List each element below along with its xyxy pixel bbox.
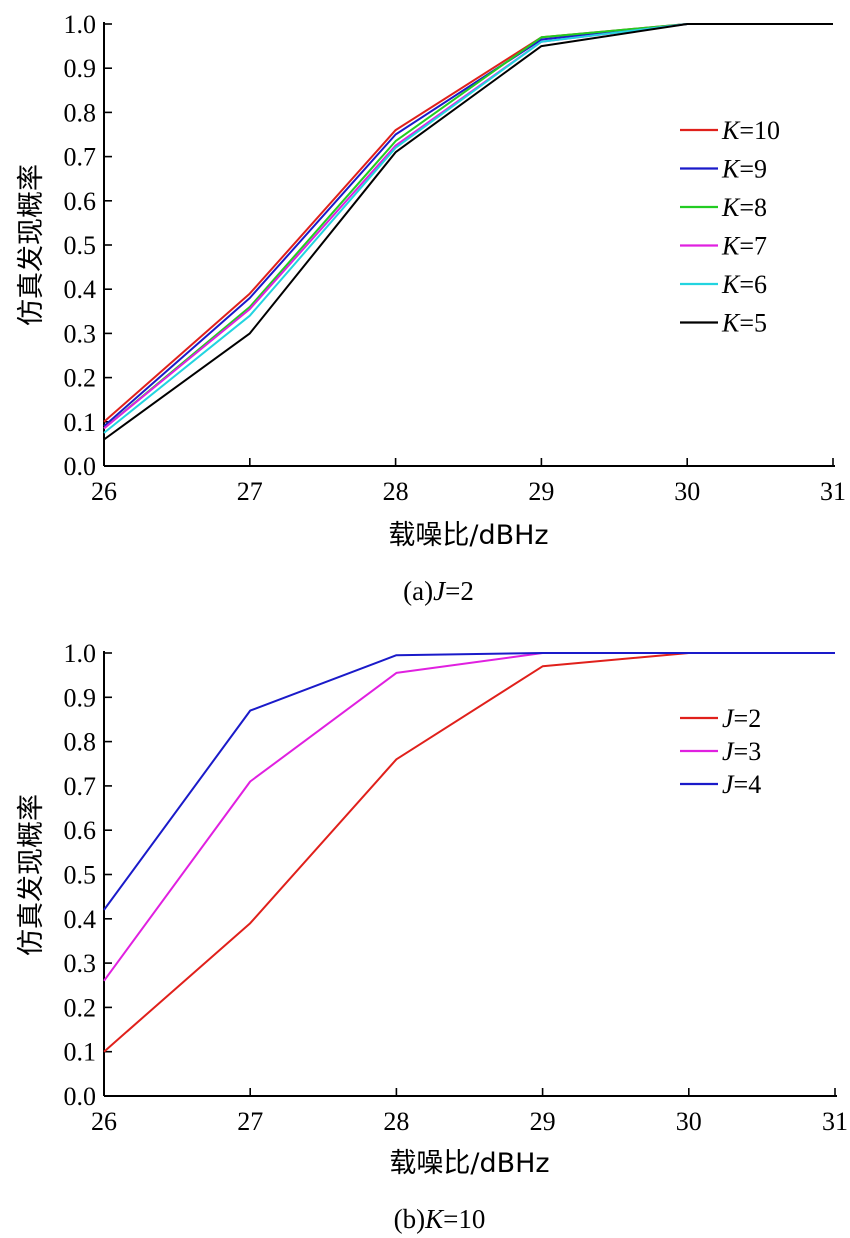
x-tick-label: 28 [383, 1107, 409, 1136]
series-line-k10 [103, 23, 833, 423]
legend-label: K=7 [721, 232, 767, 261]
y-tick-label: 0.5 [64, 231, 97, 260]
x-tick-label: 29 [530, 1107, 556, 1136]
y-tick-label: 0.2 [64, 364, 97, 393]
y-tick-label: 0.3 [64, 319, 97, 348]
chart-caption: (b)K=10 [394, 1204, 486, 1234]
x-tick-label: 26 [91, 1107, 117, 1136]
y-tick-label: 0.1 [64, 408, 97, 437]
series-line-j3 [103, 652, 835, 982]
series-line-k6 [103, 23, 833, 434]
y-tick-label: 0.6 [64, 816, 97, 845]
y-tick-label: 0.7 [64, 772, 97, 801]
x-tick-label: 30 [676, 1107, 702, 1136]
x-tick-label: 28 [383, 477, 409, 506]
legend-label: J=2 [722, 704, 761, 733]
legend-label: J=3 [722, 737, 761, 766]
chart-b: 0.0 0.1 0.2 0.3 0.4 0.5 0.6 0.7 0.8 0.9 1.0 26 27 28 2… [16, 639, 848, 1234]
y-tick-label: 1.0 [64, 10, 97, 39]
y-tick-label: 0.4 [64, 275, 97, 304]
series-line-j4 [103, 652, 835, 911]
y-tick-label: 0.4 [64, 905, 97, 934]
chart-caption: (a)J=2 [403, 576, 474, 606]
x-tick-label: 27 [237, 1107, 263, 1136]
x-tick-label: 31 [820, 477, 846, 506]
chart-a: 0.0 0.1 0.2 0.3 0.4 0.5 0.6 0.7 0.8 0.9 1.0 26 27 28 2… [16, 10, 846, 606]
x-axis-label: 载噪比/dBHz [389, 1148, 549, 1179]
y-axis-label: 仿真发现概率 [16, 794, 47, 956]
y-tick-label: 0.6 [64, 187, 97, 216]
legend-label: K=9 [721, 155, 767, 184]
y-tick-label: 0.1 [64, 1038, 97, 1067]
x-axis-label: 载噪比/dBHz [388, 520, 548, 551]
x-tick-label: 29 [528, 477, 554, 506]
x-tick-label: 27 [237, 477, 263, 506]
y-tick-label: 0.0 [64, 452, 97, 481]
y-axis-label: 仿真发现概率 [16, 164, 47, 326]
x-tick-label: 30 [674, 477, 700, 506]
y-tick-label: 0.8 [64, 728, 97, 757]
y-tick-label: 0.9 [64, 683, 97, 712]
legend-label: J=4 [722, 770, 761, 799]
legend-label: K=8 [721, 193, 767, 222]
y-tick-label: 1.0 [64, 639, 97, 668]
y-tick-label: 0.9 [64, 54, 97, 83]
y-tick-label: 0.3 [64, 949, 97, 978]
legend-label: K=10 [721, 116, 780, 145]
y-tick-label: 0.7 [64, 143, 97, 172]
y-tick-label: 0.5 [64, 861, 97, 890]
x-tick-label: 26 [91, 477, 117, 506]
x-tick-label: 31 [822, 1107, 848, 1136]
legend-label: K=6 [721, 270, 767, 299]
legend-label: K=5 [721, 309, 767, 338]
y-tick-label: 0.8 [64, 98, 97, 127]
y-tick-label: 0.0 [64, 1082, 97, 1111]
y-tick-label: 0.2 [64, 993, 97, 1022]
series-line-k5 [103, 23, 833, 441]
